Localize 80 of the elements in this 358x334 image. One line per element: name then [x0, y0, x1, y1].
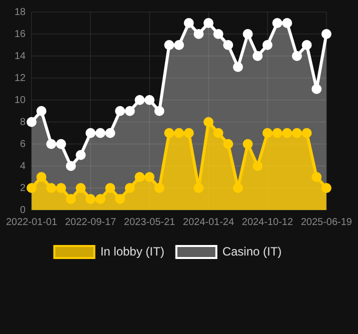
point — [154, 183, 164, 193]
y-tick-label: 14 — [14, 50, 26, 62]
x-tick-label: 2022-09-17 — [64, 216, 117, 228]
point — [252, 161, 263, 171]
y-tick-label: 18 — [14, 6, 26, 18]
point — [115, 106, 126, 116]
point — [36, 172, 46, 182]
point — [95, 128, 106, 138]
point — [134, 95, 145, 105]
point — [194, 29, 204, 39]
point — [76, 150, 86, 160]
point — [223, 139, 234, 149]
y-tick-label: 8 — [20, 116, 26, 128]
point — [292, 51, 302, 61]
point — [242, 29, 253, 39]
point — [56, 139, 66, 149]
point — [105, 183, 116, 193]
point — [312, 84, 322, 94]
point — [272, 18, 282, 28]
y-tick-label: 12 — [14, 72, 26, 84]
point — [252, 51, 263, 61]
y-tick-label: 10 — [14, 94, 26, 106]
point — [154, 106, 164, 116]
point — [292, 128, 302, 138]
x-tick-label: 2025-06-19 — [300, 216, 352, 228]
point — [203, 117, 214, 127]
point — [36, 106, 46, 116]
x-tick-label: 2023-05-21 — [124, 216, 176, 228]
point — [86, 194, 96, 204]
point — [144, 95, 155, 105]
legend-label: Casino (IT) — [222, 244, 282, 258]
point — [194, 183, 204, 193]
point — [124, 183, 135, 193]
point — [164, 40, 174, 50]
point — [272, 128, 282, 138]
point — [124, 106, 135, 116]
point — [302, 40, 312, 50]
point — [134, 172, 145, 182]
point — [86, 128, 96, 138]
point — [174, 128, 184, 138]
point — [262, 128, 272, 138]
point — [184, 128, 194, 138]
point — [105, 128, 116, 138]
point — [26, 117, 37, 127]
point — [174, 40, 184, 50]
point — [232, 62, 243, 72]
point — [184, 18, 194, 28]
x-tick-label: 2022-01-01 — [6, 216, 58, 228]
point — [46, 183, 56, 193]
point — [203, 18, 214, 28]
y-tick-label: 0 — [20, 204, 26, 216]
point — [115, 194, 126, 204]
point — [46, 139, 56, 149]
point — [232, 183, 243, 193]
y-tick-label: 4 — [20, 160, 26, 172]
point — [321, 183, 332, 193]
point — [95, 194, 106, 204]
point — [223, 40, 234, 50]
legend-label: In lobby (IT) — [100, 244, 164, 258]
y-tick-label: 16 — [14, 28, 26, 40]
point — [26, 183, 37, 193]
x-tick-label: 2024-10-12 — [242, 216, 294, 228]
x-tick-label: 2024-01-24 — [182, 216, 234, 228]
point — [282, 128, 292, 138]
point — [164, 128, 174, 138]
point — [312, 172, 322, 182]
y-tick-label: 6 — [20, 138, 26, 150]
point — [302, 128, 312, 138]
point — [213, 128, 224, 138]
point — [321, 29, 332, 39]
point — [242, 139, 253, 149]
point — [213, 29, 224, 39]
point — [66, 194, 76, 204]
point — [56, 183, 66, 193]
point — [76, 183, 86, 193]
y-tick-label: 2 — [20, 182, 26, 194]
point — [144, 172, 155, 182]
point — [282, 18, 292, 28]
point — [66, 161, 76, 171]
point — [262, 40, 272, 50]
